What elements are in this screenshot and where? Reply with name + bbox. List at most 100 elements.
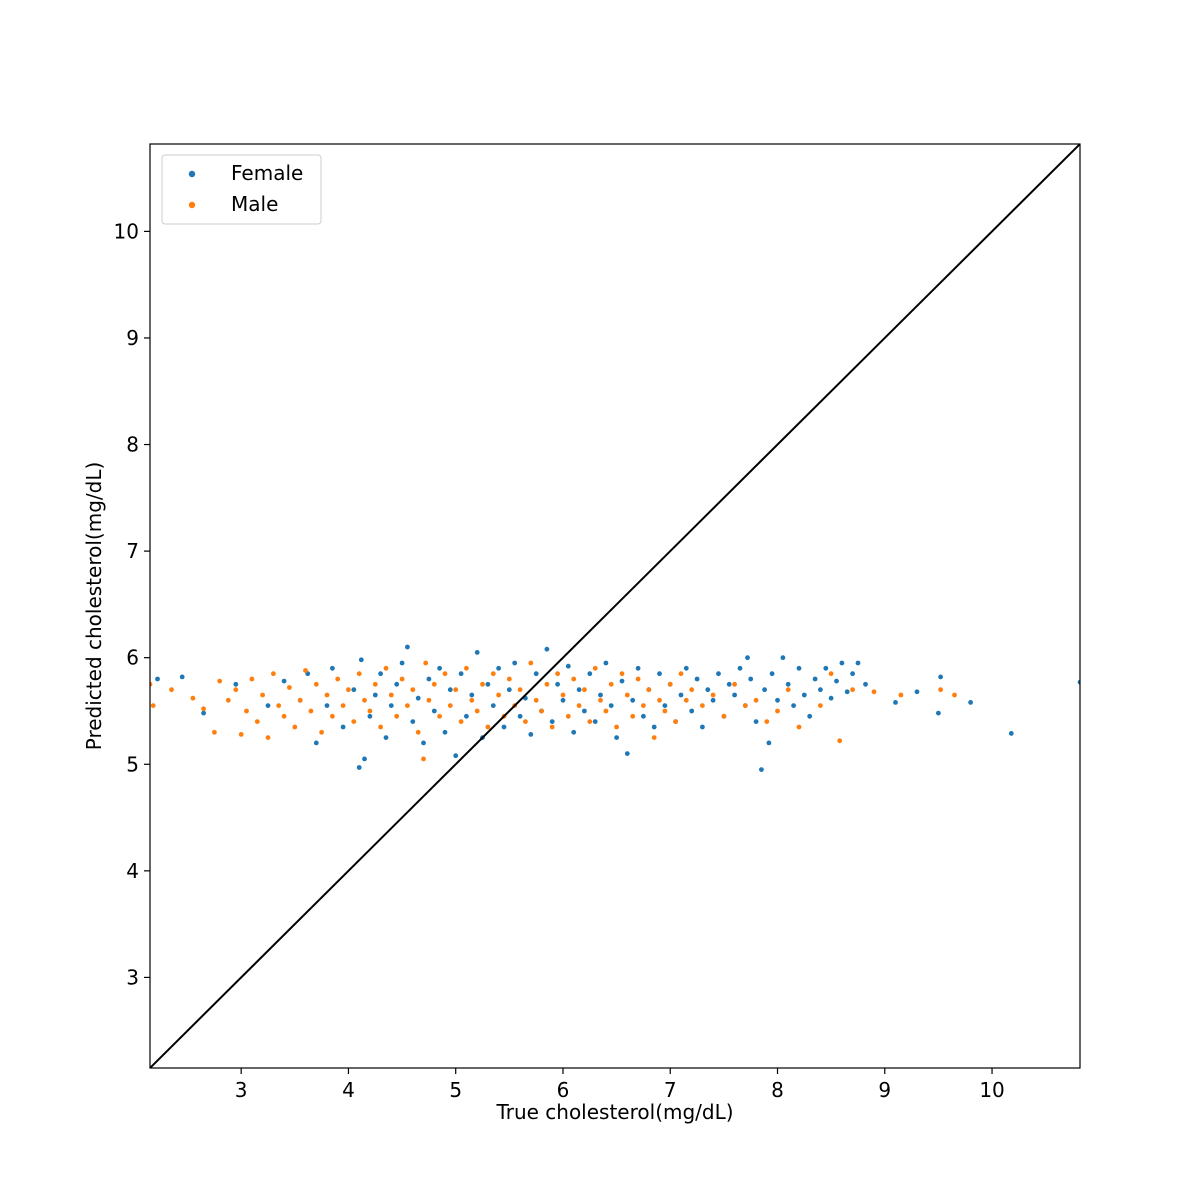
point-male-22 (308, 708, 314, 714)
point-female-11 (340, 724, 346, 730)
point-male-96 (710, 692, 716, 698)
point-male-56 (485, 724, 491, 730)
x-tick-label-7: 10 (979, 1078, 1004, 1102)
point-female-77 (694, 676, 700, 682)
point-female-23 (405, 644, 410, 650)
point-male-3 (190, 695, 196, 701)
point-male-42 (415, 729, 421, 735)
point-female-18 (378, 671, 383, 677)
point-female-92 (766, 740, 772, 746)
point-male-15 (271, 671, 276, 677)
point-male-83 (630, 713, 636, 719)
point-male-84 (635, 676, 641, 682)
point-male-31 (356, 671, 362, 677)
point-male-9 (238, 732, 244, 737)
point-female-107 (844, 689, 850, 695)
point-male-65 (533, 697, 539, 703)
point-female-36 (474, 650, 480, 655)
y-tick-label-4: 7 (126, 539, 139, 563)
point-female-32 (453, 753, 459, 759)
point-male-108 (850, 687, 855, 693)
point-female-90 (759, 767, 764, 772)
point-male-70 (560, 692, 566, 698)
point-male-69 (555, 671, 560, 677)
point-female-103 (823, 665, 829, 671)
y-tick-label-0: 3 (126, 965, 139, 989)
point-male-82 (624, 692, 630, 698)
point-female-114 (938, 674, 943, 680)
point-male-112 (952, 692, 957, 698)
point-male-37 (388, 692, 394, 698)
point-male-25 (324, 692, 330, 698)
legend-marker-male (188, 201, 196, 209)
x-tick-label-1: 4 (342, 1078, 355, 1102)
point-male-34 (372, 681, 378, 687)
point-female-69 (651, 724, 657, 730)
point-female-108 (850, 671, 855, 677)
point-female-81 (716, 671, 721, 677)
x-tick-label-0: 3 (235, 1078, 248, 1102)
point-male-6 (217, 678, 223, 684)
x-tick-label-2: 5 (449, 1078, 462, 1102)
point-female-100 (807, 713, 813, 719)
point-male-100 (753, 697, 759, 703)
point-female-112 (914, 689, 920, 695)
point-male-47 (437, 713, 442, 719)
point-female-61 (608, 703, 614, 708)
point-male-99 (742, 703, 748, 708)
x-tick-label-6: 9 (878, 1078, 891, 1102)
point-male-109 (871, 689, 877, 695)
point-female-38 (485, 681, 491, 687)
x-tick-label-5: 8 (771, 1078, 784, 1102)
point-male-81 (619, 671, 625, 677)
point-female-10 (330, 665, 335, 671)
point-male-89 (662, 708, 668, 714)
point-male-58 (496, 692, 501, 698)
point-female-9 (324, 703, 330, 708)
point-female-27 (426, 676, 432, 682)
point-male-75 (587, 719, 593, 724)
y-axis-label: Predicted cholesterol(mg/dL) (82, 462, 106, 751)
point-female-44 (517, 713, 523, 719)
point-male-20 (297, 697, 303, 703)
point-male-66 (539, 708, 544, 714)
point-female-78 (700, 724, 705, 730)
point-male-86 (646, 687, 652, 693)
point-male-46 (431, 681, 437, 687)
legend-box (161, 154, 322, 225)
reference-line-layer (150, 144, 1080, 1068)
point-female-58 (592, 719, 598, 724)
point-male-101 (764, 719, 770, 724)
point-male-76 (592, 665, 598, 671)
point-female-53 (565, 663, 571, 669)
point-male-55 (480, 681, 485, 687)
point-female-94 (775, 697, 780, 703)
series-male (150, 660, 957, 762)
point-male-53 (469, 697, 475, 703)
point-female-5 (281, 678, 287, 684)
point-female-55 (576, 687, 582, 693)
point-male-26 (330, 713, 335, 719)
point-male-110 (898, 692, 904, 698)
point-male-48 (442, 671, 448, 677)
point-female-89 (753, 719, 759, 724)
point-male-29 (346, 687, 351, 693)
point-male-38 (394, 713, 400, 719)
point-female-46 (528, 732, 534, 737)
x-axis-label: True cholesterol(mg/dL) (495, 1100, 733, 1124)
point-female-65 (630, 697, 636, 703)
point-male-19 (292, 724, 298, 730)
point-male-28 (340, 703, 346, 708)
point-male-14 (265, 735, 271, 740)
point-female-66 (635, 665, 641, 671)
point-male-10 (244, 708, 249, 714)
point-female-12 (351, 687, 357, 693)
legend-marker-female (188, 170, 196, 178)
point-female-17 (372, 692, 378, 698)
point-female-67 (641, 713, 646, 719)
y-tick-label-3: 6 (126, 646, 139, 670)
point-female-80 (710, 697, 716, 703)
point-male-97 (721, 713, 727, 719)
point-male-4 (201, 706, 207, 712)
point-male-49 (447, 703, 453, 708)
